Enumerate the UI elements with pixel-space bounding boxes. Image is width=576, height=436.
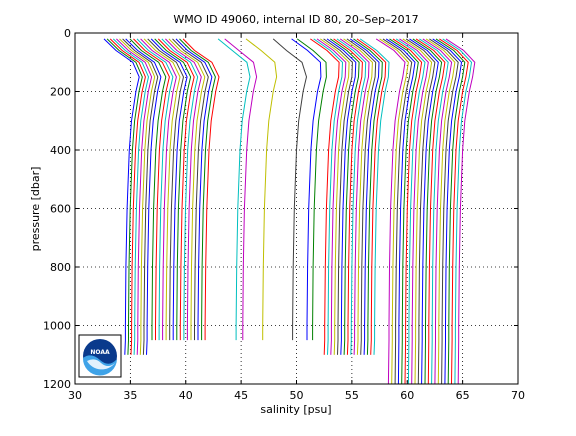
grid-layer — [75, 33, 518, 384]
profile-line — [217, 38, 251, 341]
profile-line — [395, 38, 426, 385]
profile-line — [140, 38, 177, 341]
y-tick-label: 600 — [50, 203, 71, 216]
profile-line — [296, 38, 327, 341]
profile-line — [402, 38, 433, 385]
profile-line — [291, 38, 322, 341]
y-tick-labels: 0 200 400 600 800 1000 1200 — [43, 27, 71, 391]
x-tick-label: 35 — [123, 389, 137, 402]
profile-line — [112, 38, 150, 355]
profile-line — [405, 38, 436, 385]
profile-line — [389, 38, 419, 385]
y-axis-title: pressure [dbar] — [29, 167, 42, 252]
x-tick-label: 40 — [179, 389, 193, 402]
profile-line — [429, 38, 459, 385]
profile-line — [326, 38, 357, 355]
profile-line — [425, 38, 456, 385]
profile-line — [272, 38, 308, 341]
profile-line — [330, 38, 360, 355]
profile-line — [122, 38, 159, 355]
profile-line — [349, 38, 380, 355]
profile-line — [422, 38, 453, 385]
x-tick-label: 45 — [234, 389, 248, 402]
profile-line — [109, 38, 146, 355]
profile-line — [129, 38, 167, 341]
profile-line — [143, 38, 181, 341]
profile-line — [339, 38, 370, 355]
profile-line — [313, 38, 344, 355]
profile-line — [323, 38, 353, 355]
profile-line — [435, 38, 466, 385]
profile-line — [356, 38, 387, 355]
profile-line — [245, 38, 278, 341]
profile-line — [157, 38, 195, 341]
profile-line — [375, 38, 406, 385]
profile-line — [172, 38, 209, 341]
profile-line — [445, 38, 476, 385]
profile-line — [320, 38, 350, 355]
profile-line — [409, 38, 439, 385]
x-tick-label: 50 — [290, 389, 304, 402]
noaa-logo: NOAA — [78, 334, 122, 378]
profile-line — [399, 38, 429, 385]
profile-line — [125, 38, 162, 355]
profile-line — [359, 38, 390, 355]
profile-line — [442, 38, 473, 385]
profile-line — [150, 38, 188, 341]
profile-line — [224, 38, 258, 341]
y-tick-label: 1200 — [43, 378, 71, 391]
profile-line — [382, 38, 413, 385]
chart-title: WMO ID 49060, internal ID 80, 20–Sep–201… — [173, 13, 418, 26]
profile-line — [168, 38, 206, 341]
profile-line — [310, 38, 340, 355]
profile-line — [333, 38, 363, 355]
x-tick-label: 30 — [68, 389, 82, 402]
series-layer — [103, 38, 476, 385]
profile-line — [179, 38, 216, 341]
plot-area — [74, 32, 519, 385]
x-axis-title: salinity [psu] — [260, 403, 331, 416]
profile-line — [103, 38, 140, 355]
profile-line — [412, 38, 443, 385]
profile-line — [353, 38, 383, 355]
x-tick-label: 55 — [345, 389, 359, 402]
profile-line — [343, 38, 373, 355]
profile-line — [346, 38, 377, 355]
profile-line — [182, 38, 220, 341]
profile-line — [154, 38, 192, 341]
y-tick-label: 1000 — [43, 320, 71, 333]
y-tick-label: 800 — [50, 261, 71, 274]
profile-line — [119, 38, 156, 355]
profile-line — [133, 38, 170, 341]
profile-line — [106, 38, 143, 355]
profile-line — [392, 38, 423, 385]
profile-line — [336, 38, 367, 355]
x-tick-label: 65 — [456, 389, 470, 402]
profile-line — [379, 38, 409, 385]
profile-line — [419, 38, 449, 385]
profile-line — [147, 38, 185, 341]
profile-line — [415, 38, 446, 385]
profile-line — [136, 38, 174, 341]
y-tick-label: 400 — [50, 144, 71, 157]
x-tick-label: 60 — [400, 389, 414, 402]
y-tick-label: 0 — [64, 27, 71, 40]
logo-lettering: NOAA — [90, 349, 110, 356]
logo-gull — [87, 359, 115, 370]
profile-line — [161, 38, 199, 341]
profile-line — [165, 38, 202, 341]
tick-layer — [74, 32, 519, 385]
x-tick-label: 70 — [511, 389, 525, 402]
y-tick-label: 200 — [50, 86, 71, 99]
profile-line — [439, 38, 469, 385]
profile-line — [116, 38, 153, 355]
profile-line — [432, 38, 463, 385]
profile-line — [385, 38, 416, 385]
profile-line — [316, 38, 347, 355]
profile-line — [175, 38, 213, 341]
x-tick-labels: 30 35 40 45 50 55 60 65 70 — [68, 389, 525, 402]
